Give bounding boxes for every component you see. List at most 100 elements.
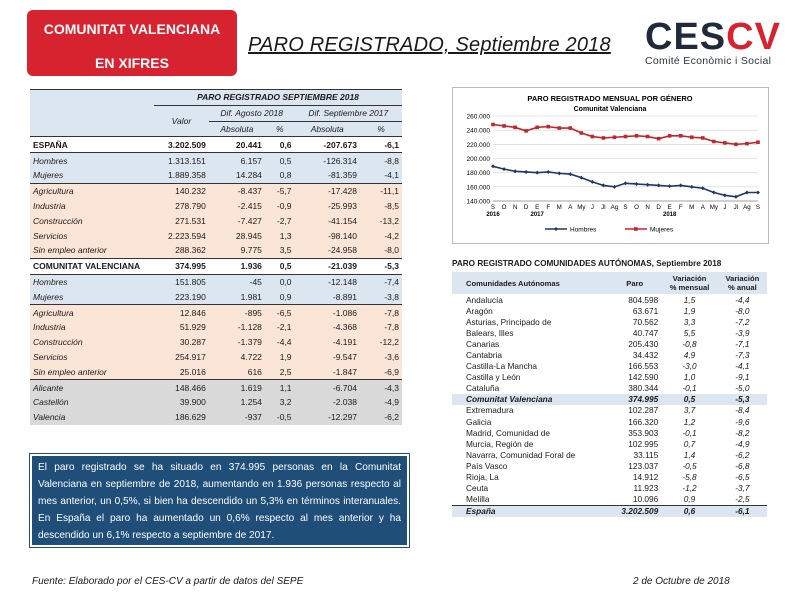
table-row: Galicia 166.320 1,2 -9,6 [452, 416, 767, 427]
cell-valor: 140.232 [154, 182, 209, 199]
table-row: Agricultura 12.846 -895 -6,5 -1.086 -7,8 [30, 304, 402, 320]
data-point-hombres [733, 194, 738, 199]
cell-a1: -8.437 [208, 182, 265, 199]
cell-a2: -4.368 [294, 319, 360, 335]
data-point-mujeres [601, 136, 606, 140]
cell-m: -5,8 [682, 472, 697, 483]
cell-p2: -8,5 [359, 198, 402, 214]
cell-m: 1,9 [683, 305, 696, 316]
cell-a2: -12.297 [294, 409, 360, 425]
table-row: COMUNITAT VALENCIANA 374.995 1.936 0,5 -21.0… [30, 257, 402, 275]
cell-paro: 374.995 [608, 393, 662, 405]
x-tick-label: S [491, 204, 495, 211]
table-row: Mujeres 223.190 1.981 0,9 -8.891 -3,8 [30, 289, 402, 305]
data-point-mujeres [756, 140, 760, 145]
cell-paro: 102.287 [628, 405, 659, 416]
year-label: 2017 [530, 212, 544, 218]
data-point-hombres [557, 171, 562, 176]
x-tick-label: E [668, 204, 672, 211]
cell-paro: 353.903 [628, 427, 659, 438]
cell-valor: 30.287 [154, 334, 209, 350]
cell-a2: -8.891 [294, 289, 360, 305]
cell-a: -8,4 [735, 405, 750, 416]
cell-ca: Navarra, Comunidad Foral de [466, 449, 576, 460]
cell-valor: 186.629 [154, 409, 209, 425]
cell-a1: -7.427 [208, 213, 265, 229]
cell-p1: -0,5 [264, 409, 295, 425]
cell-a: -5,3 [717, 393, 767, 405]
x-tick-label: E [535, 204, 539, 211]
cell-p2: -6,1 [359, 136, 402, 154]
table-row: Sin empleo anterior 25.016 616 2,5 -1.847 -6,… [30, 364, 402, 380]
cell-a1: 28.945 [208, 228, 265, 243]
table-row: Aragón 63.671 1,9 -8,0 [452, 305, 767, 316]
x-tick-label: J [591, 204, 594, 211]
cell-p1: 0,5 [264, 257, 295, 275]
cell-p2: -7,8 [359, 319, 402, 335]
cell-m: 3,7 [683, 405, 696, 416]
table-row: Sin empleo anterior 288.362 9.775 3,5 -24.95… [30, 242, 402, 259]
data-point-mujeres [667, 134, 672, 138]
data-point-mujeres [524, 129, 528, 133]
cell-paro: 70.562 [632, 316, 659, 327]
data-point-hombres [667, 184, 672, 189]
cell-valor: 254.917 [154, 349, 209, 365]
x-tick-label: A [701, 204, 706, 211]
cell-a: -3,7 [735, 483, 750, 494]
x-tick-label: O [634, 204, 639, 211]
series-line-mujeres [492, 123, 759, 146]
cell-a: -4,1 [735, 361, 750, 372]
cell-a: -7,3 [735, 350, 750, 361]
row-label: Alicante [30, 379, 154, 395]
cell-p1: 3,5 [264, 242, 295, 259]
ces-cv-logo: CESCV Comité Econòmic i Social [645, 17, 785, 72]
cell-m: 0,9 [683, 494, 696, 505]
row-label: Construcción [30, 213, 154, 229]
cell-p2: -4,2 [359, 228, 402, 243]
cell-ca: Melilla [466, 494, 490, 505]
row-label: Castellón [30, 394, 154, 410]
data-point-hombres [623, 181, 628, 186]
cell-m: 1,5 [683, 294, 696, 305]
x-tick-label: O [502, 204, 507, 211]
row-label: Servicios [30, 228, 154, 243]
row-label: Industria [30, 198, 154, 214]
logo-subtitle: Comité Econòmic i Social [645, 55, 772, 67]
col-dif-septiembre: Dif. Septiembre 2017 [294, 105, 402, 122]
cell-p2: -7,4 [359, 274, 402, 290]
data-point-hombres [678, 183, 683, 188]
table-row: Valencia 186.629 -937 -0,5 -12.297 -6,2 [30, 409, 402, 425]
cell-p1: 2,5 [264, 364, 295, 380]
cell-p2: -4,9 [359, 394, 402, 410]
cell-p2: -6,2 [359, 409, 402, 425]
cell-a: -9,6 [735, 416, 750, 427]
cell-paro: 3.202.509 [608, 504, 662, 517]
legend-label-hombres: Hombres [570, 227, 597, 234]
cell-ca: Extremadura [466, 405, 514, 416]
cell-a2: -1.086 [294, 304, 360, 320]
cell-a: -8,2 [735, 427, 750, 438]
paro-registrado-table: PARO REGISTRADO SEPTIEMBRE 2018 Valor Di… [30, 89, 402, 425]
cell-paro: 205.430 [628, 338, 659, 349]
cell-a2: -25.993 [294, 198, 360, 214]
cell-paro: 123.037 [628, 460, 659, 471]
data-point-mujeres [734, 142, 738, 147]
data-point-mujeres [656, 136, 661, 141]
legend-label-mujeres: Mujeres [650, 227, 674, 234]
cell-a: -6,2 [735, 449, 750, 460]
cell-ca: Rioja, La [466, 472, 499, 483]
cell-m: -0,5 [682, 460, 697, 471]
cell-m: 0,5 [661, 393, 718, 405]
cell-p2: -8,0 [359, 242, 402, 259]
cell-p1: -2,7 [264, 213, 295, 229]
cell-m: 5,5 [683, 327, 696, 338]
cell-valor: 3.202.509 [154, 136, 209, 154]
summary-text: El paro registrado se ha situado en 374.… [29, 453, 410, 548]
legend-marker-mujeres [634, 227, 638, 231]
cell-m: -1,2 [682, 483, 697, 494]
data-point-mujeres [745, 141, 749, 146]
data-point-hombres [634, 182, 639, 186]
table-row: Melilla 10.096 0,9 -2,5 [452, 494, 767, 506]
cell-a1: 20.441 [208, 136, 265, 154]
cell-a: -8,0 [735, 305, 750, 316]
